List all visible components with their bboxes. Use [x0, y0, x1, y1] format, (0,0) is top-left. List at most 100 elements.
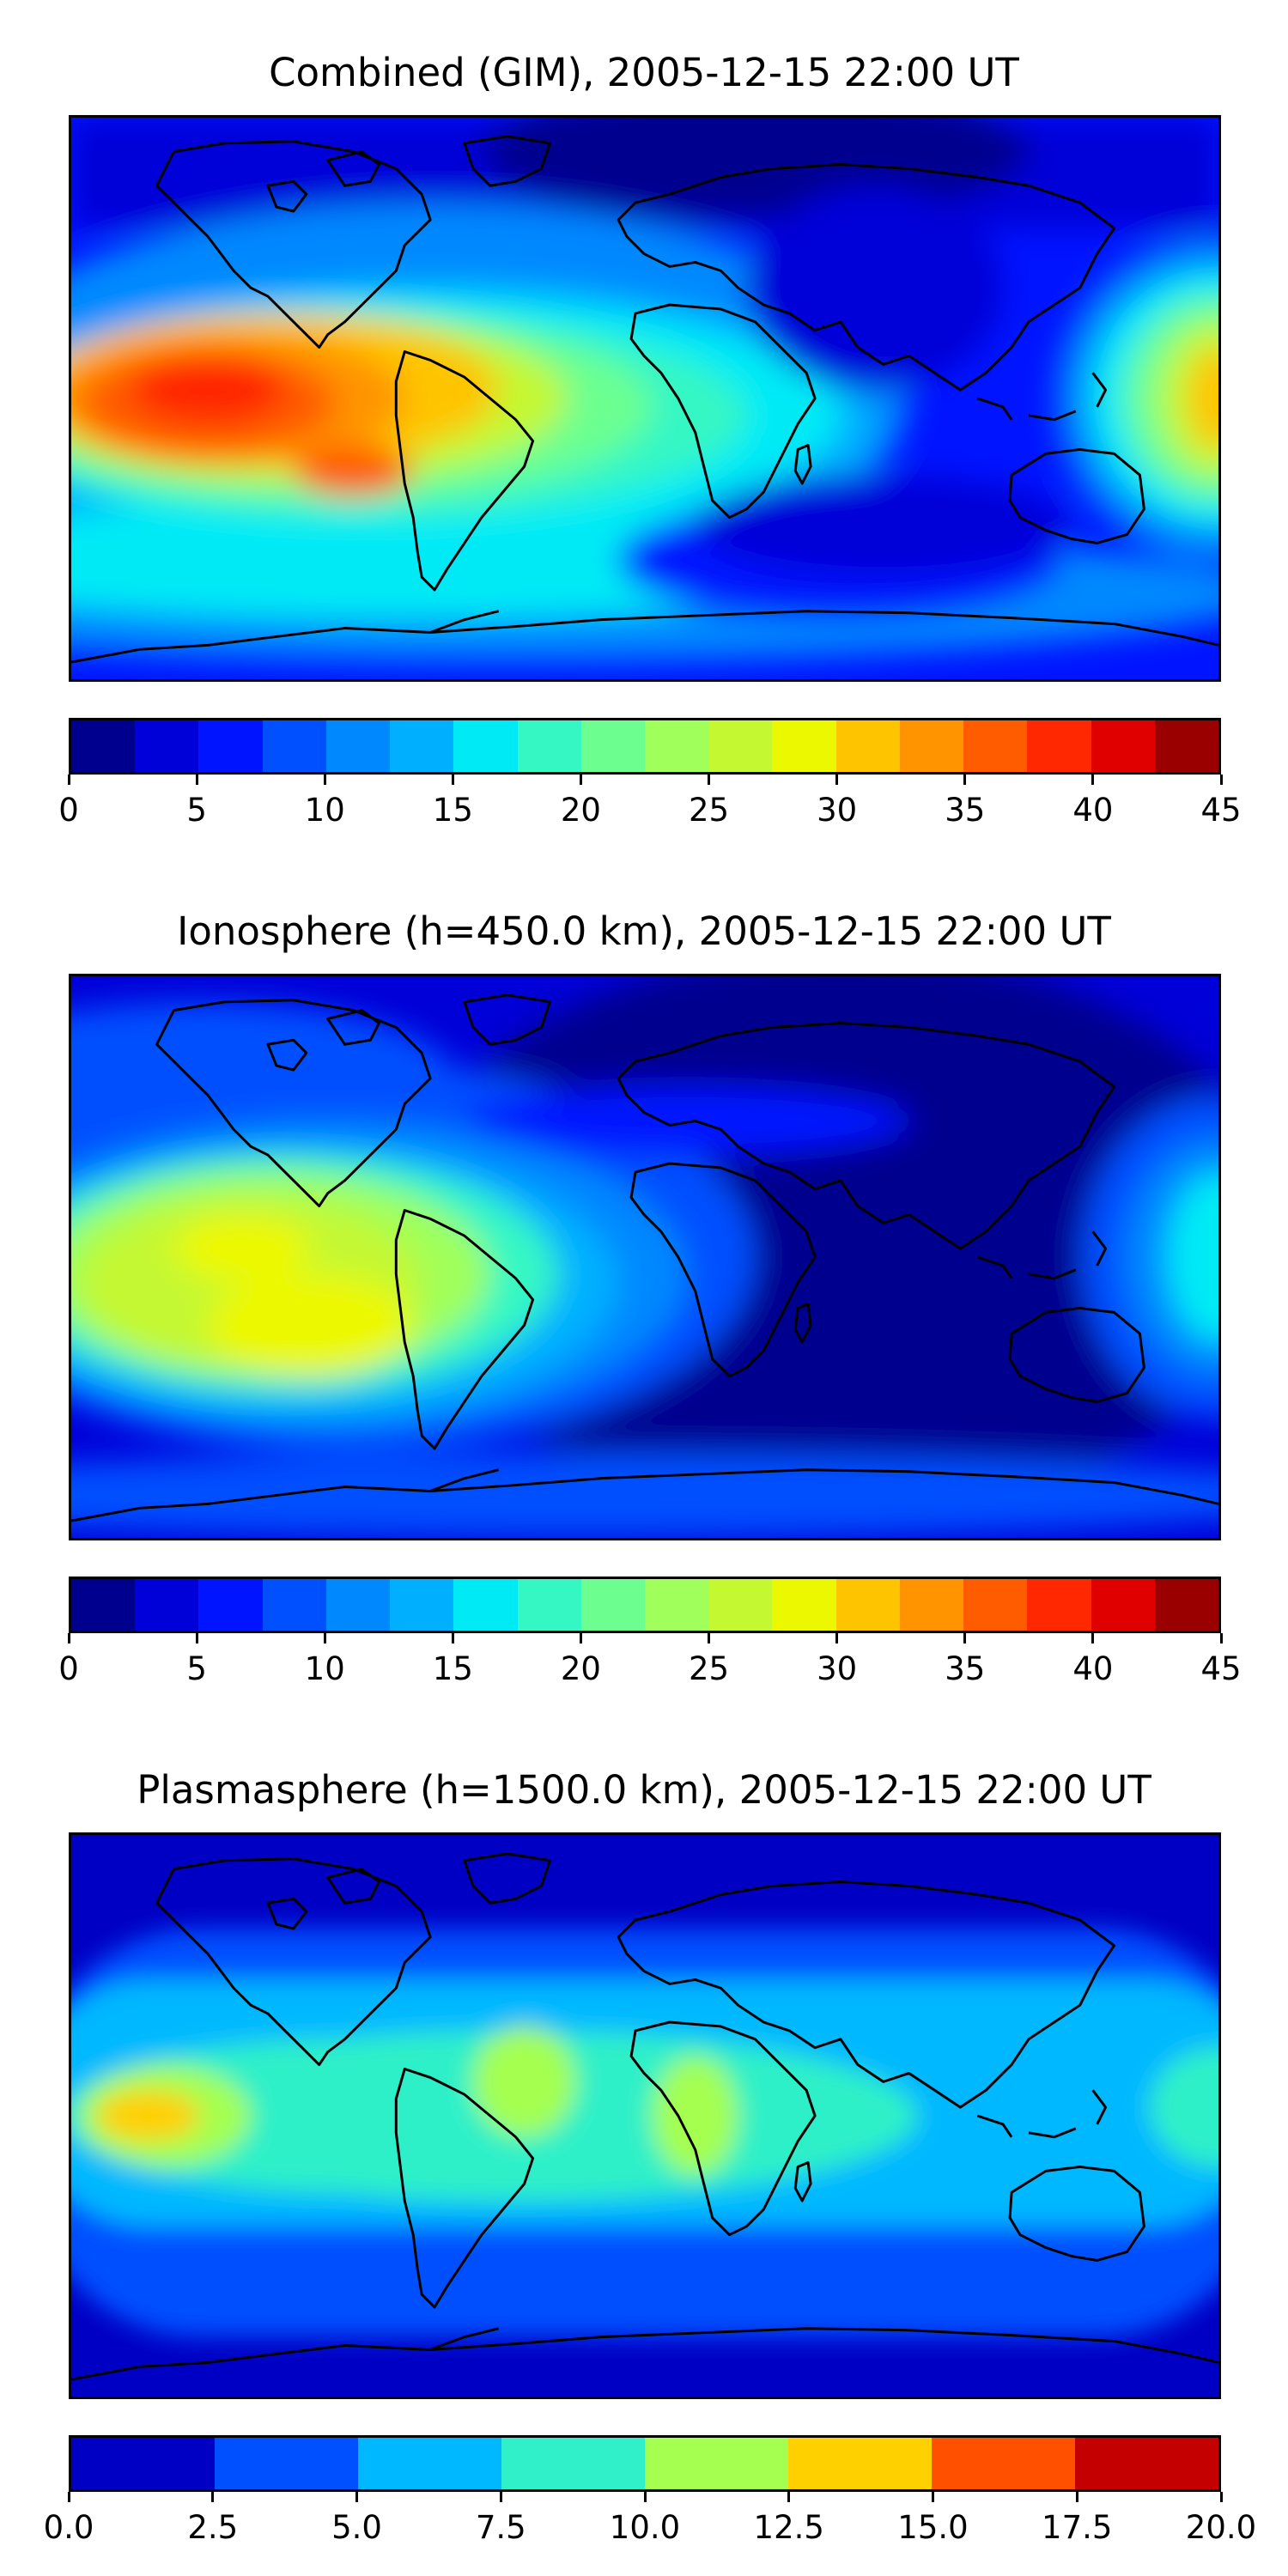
colorbar-tick-label: 15: [432, 1650, 473, 1687]
colorbar-segment: [644, 1579, 709, 1631]
colorbar-segment: [358, 2438, 501, 2489]
colorbar-segment: [198, 1579, 263, 1631]
colorbar-segment: [198, 720, 263, 772]
colorbar-tick-mark: [451, 775, 454, 785]
colorbar-tick-mark: [1091, 775, 1095, 785]
colorbar-tick-label: 35: [945, 792, 986, 829]
colorbar: [69, 1577, 1221, 1633]
colorbar-tick-mark: [195, 775, 198, 785]
colorbar-tick-label: 20.0: [1185, 2509, 1257, 2546]
colorbar-tick-mark: [708, 775, 711, 785]
colorbar-segment: [262, 1579, 326, 1631]
colorbar-segment: [963, 1579, 1028, 1631]
colorbar-segment: [71, 1579, 136, 1631]
colorbar-tick-label: 10: [304, 792, 345, 829]
colorbar-tick-mark: [67, 2492, 70, 2502]
colorbar-tick-label: 40: [1072, 1650, 1114, 1687]
colorbar-tick-mark: [451, 1633, 454, 1643]
colorbar-tick-mark: [499, 2492, 502, 2502]
colorbar-tick-mark: [211, 2492, 215, 2502]
colorbar-segment: [262, 720, 326, 772]
colorbar-segment: [645, 2438, 788, 2489]
colorbar-segment: [517, 720, 581, 772]
colorbar-tick-label: 40: [1072, 792, 1114, 829]
colorbar-segment: [580, 1579, 645, 1631]
colorbar-segment: [1091, 1579, 1155, 1631]
colorbar-tick-mark: [932, 2492, 934, 2502]
colorbar-tick-mark: [1219, 1633, 1223, 1643]
colorbar-tick-mark: [1219, 2492, 1223, 2502]
colorbar-segment: [215, 2438, 358, 2489]
colorbar-tick-label: 10: [304, 1650, 345, 1687]
colorbar-tick-mark: [67, 775, 70, 785]
colorbar-tick-label: 5: [186, 1650, 207, 1687]
colorbar-segment: [453, 1579, 518, 1631]
colorbar-segment: [708, 1579, 773, 1631]
colorbar-segment: [932, 2438, 1075, 2489]
tec-map-combined: [69, 115, 1221, 682]
colorbar-segment: [135, 1579, 199, 1631]
panel-title: Ionosphere (h=450.0 km), 2005-12-15 22:0…: [177, 908, 1111, 954]
colorbar: [69, 2435, 1221, 2492]
colorbar-segment: [835, 720, 900, 772]
colorbar-tick-mark: [323, 1633, 326, 1643]
colorbar-tick-label: 0: [58, 1650, 79, 1687]
colorbar-segment: [453, 720, 518, 772]
colorbar-segment: [71, 2438, 215, 2489]
colorbar-segment: [899, 1579, 964, 1631]
colorbar-tick-mark: [963, 1633, 967, 1643]
colorbar-segment: [1154, 720, 1218, 772]
colorbar: [69, 718, 1221, 775]
colorbar-tick-mark: [835, 775, 839, 785]
colorbar-tick-label: 5.0: [331, 2509, 382, 2546]
colorbar-segment: [580, 720, 645, 772]
colorbar-tick-mark: [1091, 1633, 1095, 1643]
colorbar-tick-label: 12.5: [753, 2509, 824, 2546]
panel-plasmasphere: Plasmasphere (h=1500.0 km), 2005-12-15 2…: [0, 1717, 1288, 2576]
colorbar-segment: [899, 720, 964, 772]
colorbar-tick-label: 20: [560, 1650, 601, 1687]
colorbar-ticks: 0 5 10 15 20 25 30 35 40 45: [58, 1633, 1242, 1693]
colorbar-tick-mark: [1075, 2492, 1078, 2502]
panel-title: Plasmasphere (h=1500.0 km), 2005-12-15 2…: [137, 1767, 1151, 1813]
colorbar-tick-label: 35: [945, 1650, 986, 1687]
colorbar-segment: [1027, 1579, 1091, 1631]
colorbar-tick-mark: [579, 1633, 582, 1643]
colorbar-segment: [71, 720, 136, 772]
colorbar-segment: [517, 1579, 581, 1631]
colorbar-tick-label: 25: [689, 792, 730, 829]
colorbar-segment: [788, 2438, 932, 2489]
colorbar-segment: [1091, 720, 1155, 772]
colorbar-segment: [772, 720, 836, 772]
colorbar-tick-label: 0.0: [43, 2509, 94, 2546]
colorbar-tick-label: 5: [186, 792, 207, 829]
colorbar-tick-mark: [835, 1633, 839, 1643]
colorbar-tick-label: 15.0: [897, 2509, 969, 2546]
colorbar-segment: [501, 2438, 645, 2489]
panel-combined: Combined (GIM), 2005-12-15 22:00 UT: [0, 0, 1288, 859]
panel-ionosphere: Ionosphere (h=450.0 km), 2005-12-15 22:0…: [0, 859, 1288, 1717]
colorbar-tick-mark: [579, 775, 582, 785]
colorbar-segment: [390, 720, 454, 772]
colorbar-segment: [390, 1579, 454, 1631]
colorbar-tick-mark: [708, 1633, 711, 1643]
colorbar-tick-mark: [195, 1633, 198, 1643]
colorbar-tick-label: 7.5: [475, 2509, 526, 2546]
tec-map-plasmasphere: [69, 1832, 1221, 2399]
colorbar-segment: [1027, 720, 1091, 772]
colorbar-tick-label: 0: [58, 792, 79, 829]
colorbar-tick-mark: [963, 775, 967, 785]
colorbar-tick-label: 2.5: [187, 2509, 239, 2546]
colorbar-tick-label: 20: [560, 792, 601, 829]
colorbar-tick-mark: [355, 2492, 358, 2502]
colorbar-tick-label: 10.0: [609, 2509, 681, 2546]
panel-title: Combined (GIM), 2005-12-15 22:00 UT: [269, 50, 1019, 95]
colorbar-segment: [644, 720, 709, 772]
colorbar-ticks: 0.0 2.5 5.0 7.5 10.0 12.5 15.0 17.5 20.0: [44, 2492, 1256, 2552]
tec-map-ionosphere: [69, 974, 1221, 1540]
colorbar-tick-mark: [323, 775, 326, 785]
colorbar-segment: [1154, 1579, 1218, 1631]
colorbar-tick-label: 15: [432, 792, 473, 829]
colorbar-segment: [835, 1579, 900, 1631]
colorbar-tick-mark: [67, 1633, 70, 1643]
